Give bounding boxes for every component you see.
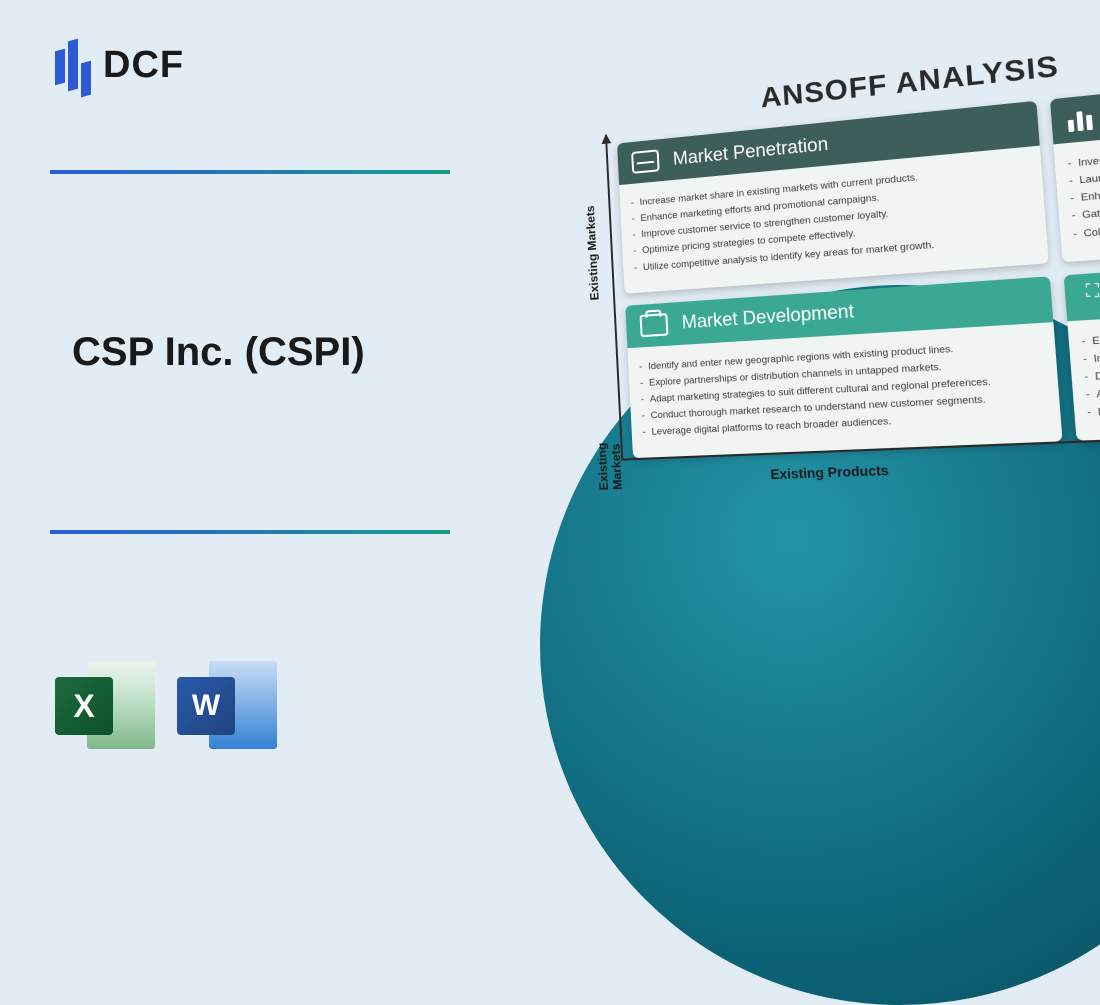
expand-icon bbox=[1081, 283, 1100, 309]
excel-icon[interactable]: X bbox=[55, 655, 155, 755]
file-icons-row: X W bbox=[55, 655, 277, 755]
card-diversification: Explore opp Invest in ac Develop n Asses… bbox=[1064, 263, 1100, 442]
divider-bottom bbox=[50, 530, 450, 534]
y-axis-label-2: Existing Markets bbox=[594, 425, 625, 491]
card-body: Invest in research and Launch new produc… bbox=[1053, 128, 1100, 262]
card-market-development: Market Development Identify and enter ne… bbox=[625, 276, 1062, 459]
card-body: Explore opp Invest in ac Develop n Asses… bbox=[1067, 310, 1100, 441]
company-title: CSP Inc. (CSPI) bbox=[72, 330, 365, 375]
storefront-icon bbox=[640, 313, 669, 337]
dcf-logo: DCF bbox=[55, 40, 184, 90]
image-icon bbox=[631, 149, 660, 174]
logo-bars-icon bbox=[55, 40, 91, 90]
card-market-penetration: Market Penetration Increase market share… bbox=[617, 101, 1049, 294]
card-title: Market Penetration bbox=[672, 133, 828, 169]
ansoff-matrix: ANSOFF ANALYSIS Existing Markets Existin… bbox=[571, 32, 1100, 491]
x-axis-label: Existing Products bbox=[770, 463, 889, 483]
card-product-development: Invest in research and Launch new produc… bbox=[1050, 81, 1100, 262]
divider-top bbox=[50, 170, 450, 174]
bar-chart-icon bbox=[1067, 105, 1100, 132]
logo-text: DCF bbox=[103, 44, 184, 87]
word-icon[interactable]: W bbox=[177, 655, 277, 755]
y-axis-label-1: Existing Markets bbox=[583, 205, 601, 301]
card-title: Market Development bbox=[681, 301, 854, 334]
